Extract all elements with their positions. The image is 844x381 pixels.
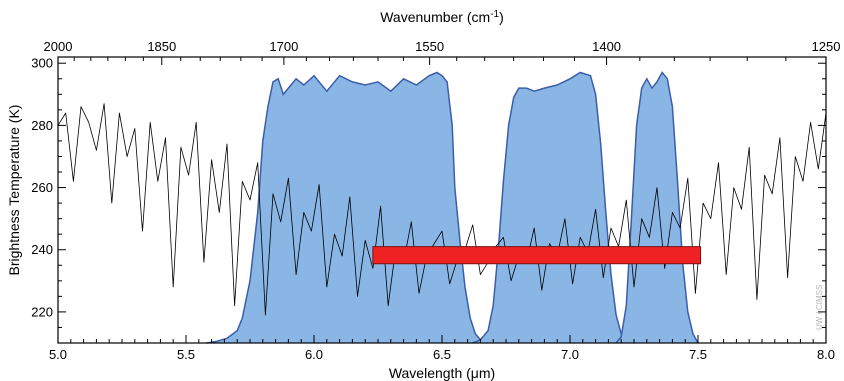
band-1-fill [206,72,489,343]
y-tick-label: 280 [31,118,53,133]
x2-axis-title-sup: -1 [490,9,499,20]
band-3-fill [616,72,698,343]
band-2-fill [472,72,634,343]
y-tick-label: 260 [31,180,53,195]
x2-tick-label: 1700 [269,39,298,54]
x2-tick-label: 1550 [415,39,444,54]
y-axis-title: Brightness Temperature (K) [6,105,22,276]
x-tick-label: 6.0 [305,347,323,362]
x2-tick-label: 1850 [147,39,176,54]
axis-ticks: 5.0 5.5 6.0 6.5 7.0 7.5 8.0 2000 1850 1700 1550 140… [31,39,840,362]
y-tick-label: 240 [31,242,53,257]
temperature-bar [372,246,702,265]
x-axis-title: Wavelength (μm) [389,365,495,381]
x2-axis-title: Wavenumber (cm-1) [380,9,504,25]
x2-tick-label: 1250 [812,39,841,54]
x-tick-label: 5.0 [49,347,67,362]
y-tick-label: 220 [31,304,53,319]
credit-label: UW / CIMSS [815,285,824,330]
x2-tick-label: 1400 [592,39,621,54]
x2-tick-label: 2000 [44,39,73,54]
spectral-bands [206,71,699,344]
x-tick-label: 6.5 [433,347,451,362]
x2-axis-title-close: ) [499,9,504,25]
x-tick-label: 7.5 [689,347,707,362]
y-tick-label: 300 [31,56,53,71]
x-tick-label: 8.0 [817,347,835,362]
temperature-bar-layer [372,246,702,265]
x-tick-label: 7.0 [561,347,579,362]
x2-axis-title-main: Wavenumber (cm [380,9,490,25]
band-1-outline [206,71,489,344]
x-tick-label: 5.5 [177,347,195,362]
